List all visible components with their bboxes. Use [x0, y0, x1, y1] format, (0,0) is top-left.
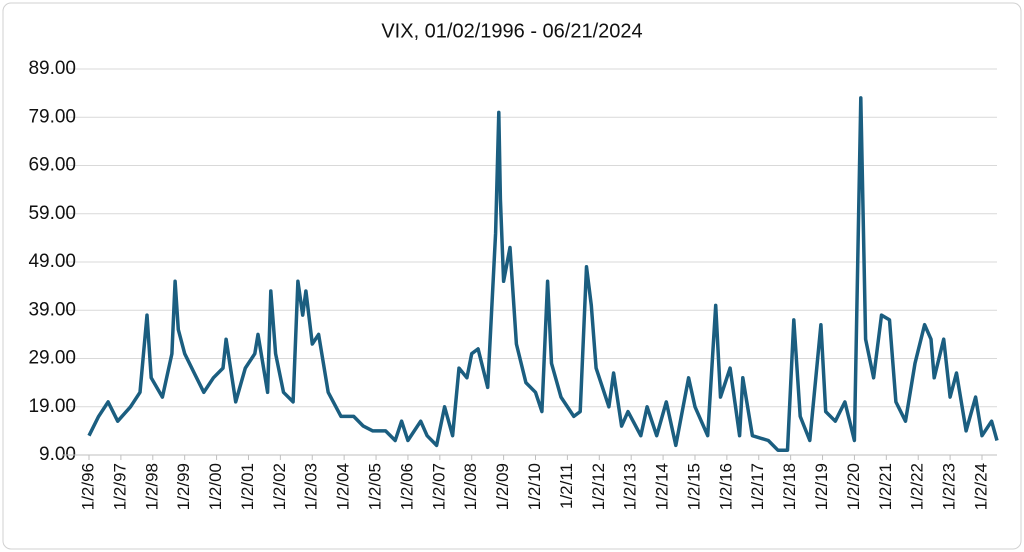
- x-tick-label: 1/2/99: [174, 463, 193, 510]
- x-tick-label: 1/2/12: [589, 463, 608, 510]
- x-tick-label: 1/2/19: [812, 463, 831, 510]
- y-tick-label: 39.00: [28, 299, 76, 320]
- x-tick-label: 1/2/14: [653, 463, 672, 510]
- x-tick-label: 1/2/04: [334, 463, 353, 510]
- x-tick-label: 1/2/06: [397, 463, 416, 510]
- x-tick-label: 1/2/03: [302, 463, 321, 510]
- y-tick-label: 79.00: [28, 106, 76, 127]
- x-tick-label: 1/2/16: [716, 463, 735, 510]
- x-tick-label: 1/2/15: [684, 463, 703, 510]
- x-tick-label: 1/2/21: [876, 463, 895, 510]
- x-tick-label: 1/2/13: [621, 463, 640, 510]
- x-tick-label: 1/2/98: [142, 463, 161, 510]
- x-tick-label: 1/2/97: [110, 463, 129, 510]
- y-tick-label: 9.00: [39, 444, 76, 465]
- y-tick-label: 69.00: [28, 155, 76, 176]
- x-tick-label: 1/2/11: [557, 463, 576, 509]
- x-tick-label: 1/2/23: [940, 463, 959, 510]
- x-tick-label: 1/2/18: [780, 463, 799, 510]
- y-tick-label: 29.00: [28, 348, 76, 369]
- x-tick-label: 1/2/24: [971, 463, 990, 510]
- y-tick-label: 49.00: [28, 251, 76, 272]
- x-tick-label: 1/2/05: [366, 463, 385, 510]
- x-tick-label: 1/2/17: [748, 463, 767, 510]
- x-tick-label: 1/2/02: [270, 463, 289, 510]
- x-tick-label: 1/2/01: [238, 463, 257, 510]
- x-tick-label: 1/2/09: [493, 463, 512, 510]
- x-tick-label: 1/2/00: [206, 463, 225, 510]
- chart-title: VIX, 01/02/1996 - 06/21/2024: [381, 20, 642, 42]
- x-tick-label: 1/2/08: [461, 463, 480, 510]
- x-tick-label: 1/2/07: [429, 463, 448, 510]
- vix-line: [87, 96, 999, 452]
- y-tick-label: 89.00: [28, 58, 76, 79]
- y-tick-label: 19.00: [28, 396, 76, 417]
- x-tick-label: 1/2/22: [908, 463, 927, 510]
- x-tick-label: 1/2/10: [525, 463, 544, 510]
- y-tick-label: 59.00: [28, 203, 76, 224]
- x-tick-label: 1/2/96: [78, 463, 97, 510]
- x-tick-label: 1/2/20: [844, 463, 863, 510]
